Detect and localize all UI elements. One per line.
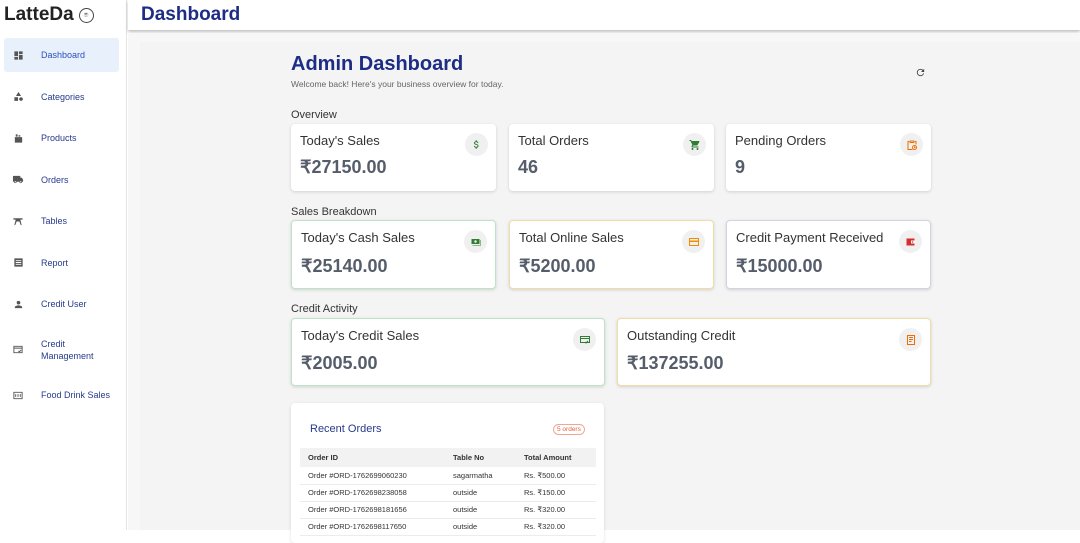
recent-orders-title: Recent Orders xyxy=(310,423,382,435)
order-id-cell: Order #ORD-1762698181656 xyxy=(300,501,445,518)
orders-count-badge: 5 orders xyxy=(553,424,585,435)
recent-orders-table: Order ID Table No Total Amount Order #OR… xyxy=(300,448,596,536)
category-icon xyxy=(12,91,24,103)
column-header-order-id: Order ID xyxy=(300,448,445,467)
stat-card-value: ₹27150.00 xyxy=(300,157,387,178)
stat-card-title: Total Orders xyxy=(518,133,589,148)
stat-card-total-orders[interactable]: Total Orders 46 xyxy=(509,124,714,191)
order-id-cell: Order #ORD-1762699060230 xyxy=(300,467,445,484)
column-header-total-amount: Total Amount xyxy=(516,448,596,467)
brand-badge-icon: ☕ xyxy=(79,8,94,23)
sidebar-item-label: Orders xyxy=(41,175,69,185)
sidebar-item-label: Food Drink Sales xyxy=(41,390,110,400)
total-amount-cell: Rs. ₹320.00 xyxy=(516,518,596,535)
page-title: Dashboard xyxy=(141,4,240,26)
brand-name: LatteDa xyxy=(4,4,74,26)
sidebar-item-tables[interactable]: Tables xyxy=(4,204,119,238)
column-header-table-no: Table No xyxy=(445,448,516,467)
table-no-cell: sagarmatha xyxy=(445,467,516,484)
brand-logo[interactable]: LatteDa ☕ xyxy=(0,0,126,30)
stat-card-title: Total Online Sales xyxy=(519,230,624,245)
stat-card-value: ₹25140.00 xyxy=(301,256,388,277)
table-row[interactable]: Order #ORD-1762699060230 sagarmatha Rs. … xyxy=(300,467,596,484)
sidebar-item-credit-user[interactable]: Credit User xyxy=(4,287,119,321)
credit-card-icon xyxy=(12,344,24,356)
stat-card-todays-sales[interactable]: Today's Sales ₹27150.00 xyxy=(291,124,496,191)
sidebar-item-categories[interactable]: Categories xyxy=(4,80,119,114)
table-no-cell: outside xyxy=(445,501,516,518)
sidebar-item-products[interactable]: Products xyxy=(4,121,119,155)
truck-icon xyxy=(12,174,24,186)
sidebar: LatteDa ☕ Dashboard Categories Products xyxy=(0,0,127,530)
dashboard-title: Admin Dashboard xyxy=(291,53,931,76)
sidebar-item-label: Products xyxy=(41,133,77,143)
stat-card-title: Pending Orders xyxy=(735,133,826,148)
refresh-button[interactable] xyxy=(911,63,929,81)
dashboard-header: Admin Dashboard Welcome back! Here's you… xyxy=(291,53,931,89)
sidebar-item-orders[interactable]: Orders xyxy=(4,163,119,197)
dashboard-subtitle: Welcome back! Here's your business overv… xyxy=(291,79,931,89)
dashboard-icon xyxy=(12,49,24,61)
order-id-cell: Order #ORD-1762698238058 xyxy=(300,484,445,501)
stat-card-cash-sales[interactable]: Today's Cash Sales ₹25140.00 xyxy=(291,220,496,289)
section-sales-breakdown: Sales Breakdown xyxy=(291,206,377,218)
topbar: Dashboard xyxy=(128,0,1080,30)
sidebar-item-report[interactable]: Report xyxy=(4,246,119,280)
stat-card-title: Today's Cash Sales xyxy=(301,230,415,245)
section-credit-activity: Credit Activity xyxy=(291,303,358,315)
total-amount-cell: Rs. ₹320.00 xyxy=(516,501,596,518)
stat-card-credit-sales[interactable]: Today's Credit Sales ₹2005.00 xyxy=(291,318,605,386)
cash-icon xyxy=(464,230,487,253)
wallet-icon xyxy=(899,230,922,253)
stat-card-title: Today's Credit Sales xyxy=(301,328,419,343)
sidebar-item-label: Credit User xyxy=(41,299,87,309)
card-icon xyxy=(682,230,705,253)
stat-card-title: Outstanding Credit xyxy=(627,328,735,343)
sidebar-item-label: Report xyxy=(41,258,68,268)
stat-card-value: ₹2005.00 xyxy=(301,353,378,374)
table-row[interactable]: Order #ORD-1762698238058 outside Rs. ₹15… xyxy=(300,484,596,501)
stat-card-title: Today's Sales xyxy=(300,133,380,148)
refresh-icon xyxy=(915,67,926,78)
table-row[interactable]: Order #ORD-1762698117650 outside Rs. ₹32… xyxy=(300,518,596,535)
total-amount-cell: Rs. ₹500.00 xyxy=(516,467,596,484)
sidebar-item-dashboard[interactable]: Dashboard xyxy=(4,38,119,72)
products-icon xyxy=(12,132,24,144)
stat-card-value: 46 xyxy=(518,157,538,178)
stat-card-pending-orders[interactable]: Pending Orders 9 xyxy=(726,124,931,191)
sidebar-item-label: Tables xyxy=(41,216,67,226)
stat-card-value: ₹137255.00 xyxy=(627,353,724,374)
table-row[interactable]: Order #ORD-1762698181656 outside Rs. ₹32… xyxy=(300,501,596,518)
stat-card-online-sales[interactable]: Total Online Sales ₹5200.00 xyxy=(509,220,714,289)
ledger-icon xyxy=(899,328,922,351)
stat-card-value: ₹5200.00 xyxy=(519,256,596,277)
pending-clipboard-icon xyxy=(900,133,923,156)
table-icon xyxy=(12,215,24,227)
table-no-cell: outside xyxy=(445,518,516,535)
person-icon xyxy=(12,298,24,310)
dollar-icon xyxy=(465,133,488,156)
stat-card-credit-payment-received[interactable]: Credit Payment Received ₹15000.00 xyxy=(726,220,931,289)
order-id-cell: Order #ORD-1762698117650 xyxy=(300,518,445,535)
report-icon xyxy=(12,257,24,269)
sidebar-item-credit-management[interactable]: Credit Management xyxy=(4,329,119,371)
sidebar-item-food-drink-sales[interactable]: Food Drink Sales xyxy=(4,378,119,412)
sidebar-item-label: Categories xyxy=(41,92,85,102)
cart-icon xyxy=(683,133,706,156)
sidebar-item-label: Dashboard xyxy=(41,50,85,60)
stat-card-value: ₹15000.00 xyxy=(736,256,823,277)
table-no-cell: outside xyxy=(445,484,516,501)
table-header-row: Order ID Table No Total Amount xyxy=(300,448,596,467)
sidebar-nav: Dashboard Categories Products Orders Tab… xyxy=(0,38,126,412)
stat-card-title: Credit Payment Received xyxy=(736,230,883,245)
credit-check-icon xyxy=(573,328,596,351)
food-icon xyxy=(12,389,24,401)
stat-card-outstanding-credit[interactable]: Outstanding Credit ₹137255.00 xyxy=(617,318,931,386)
section-overview: Overview xyxy=(291,109,337,121)
sidebar-item-label: Credit Management xyxy=(41,338,101,362)
total-amount-cell: Rs. ₹150.00 xyxy=(516,484,596,501)
recent-orders-panel: Recent Orders 5 orders Order ID Table No… xyxy=(291,403,604,543)
stat-card-value: 9 xyxy=(735,157,745,178)
